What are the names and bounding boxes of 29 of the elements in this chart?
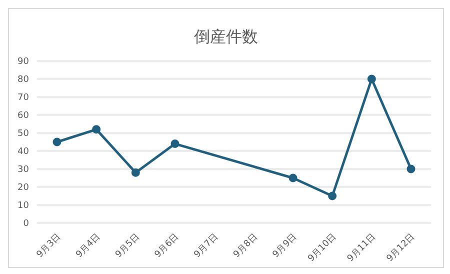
y-tick-label: 80 bbox=[18, 75, 30, 86]
point bbox=[328, 192, 337, 200]
point bbox=[92, 125, 101, 134]
y-tick-label: 50 bbox=[18, 129, 30, 140]
point bbox=[52, 138, 62, 146]
y-tick-label: 70 bbox=[18, 93, 30, 104]
x-tick-label: 9月12日 bbox=[385, 232, 418, 264]
point bbox=[406, 164, 416, 174]
x-tick-label: 9月10日 bbox=[306, 232, 338, 264]
x-tick-label: 9月3日 bbox=[35, 232, 64, 260]
x-tick-label: 9月4日 bbox=[74, 232, 102, 260]
x-tick-label: 9月5日 bbox=[114, 232, 142, 260]
point bbox=[170, 140, 180, 148]
y-tick-label: 40 bbox=[18, 147, 30, 158]
x-tick-label: 9月9日 bbox=[271, 232, 300, 260]
y-tick-label: 60 bbox=[18, 111, 30, 122]
y-tick-label: 10 bbox=[18, 201, 30, 212]
y-tick-label: 0 bbox=[23, 219, 30, 230]
chart-title: 倒産件数 bbox=[193, 26, 259, 48]
point bbox=[288, 174, 298, 182]
x-tick-label: 9月8日 bbox=[232, 232, 260, 260]
y-tick-label: 20 bbox=[18, 183, 30, 194]
x-tick-label: 9月6日 bbox=[153, 232, 182, 260]
y-tick-label: 30 bbox=[18, 165, 30, 176]
point bbox=[131, 168, 140, 177]
y-tick-label: 90 bbox=[18, 57, 30, 68]
x-tick-label: 9月11日 bbox=[346, 232, 378, 264]
x-tick-label: 9月7日 bbox=[192, 232, 220, 260]
point bbox=[367, 74, 376, 84]
